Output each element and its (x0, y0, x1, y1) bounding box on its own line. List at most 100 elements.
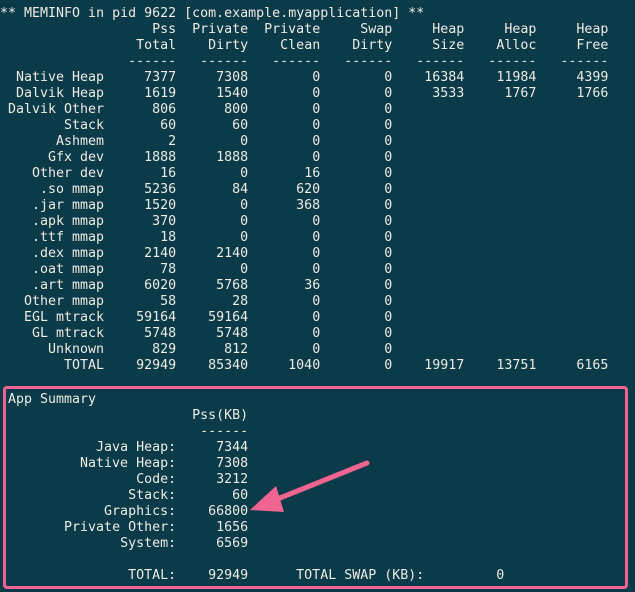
app-summary: App Summary Pss(KB) ------ Java Heap: 7344 N… (8, 392, 504, 584)
column-header: Alloc (496, 38, 537, 53)
summary-label: Private Other: (64, 520, 177, 535)
table-cell: 1888 (144, 150, 177, 165)
summary-value: 1656 (216, 520, 249, 535)
table-cell: 16 (304, 166, 321, 181)
table-cell: 0 (384, 246, 393, 261)
table-cell: 0 (312, 262, 321, 277)
row-label: Gfx dev (48, 150, 105, 165)
table-row: Ashmem 2 0 0 0 (0, 134, 608, 150)
separator: ------ (488, 54, 537, 69)
table-cell: 16 (160, 166, 177, 181)
table-cell: 806 (152, 102, 177, 117)
table-cell: 0 (312, 150, 321, 165)
table-cell: 0 (240, 262, 249, 277)
table-cell: 5748 (144, 326, 177, 341)
row-label: Native Heap (16, 70, 105, 85)
table-cell: 0 (240, 198, 249, 213)
table-cell: 0 (384, 102, 393, 117)
table-cell: 58 (160, 294, 177, 309)
table-row: EGL mtrack 59164 59164 0 0 (0, 310, 608, 326)
row-label: TOTAL (64, 358, 105, 373)
meminfo-table: Pss Private Private Swap Heap Heap Heap Total Di… (0, 22, 608, 374)
table-row: Dalvik Other 806 800 0 0 (0, 102, 608, 118)
summary-separator: ------ (8, 424, 504, 440)
column-header: Private (264, 22, 321, 37)
table-cell: 85340 (208, 358, 249, 373)
table-cell: 0 (240, 214, 249, 229)
table-row: .art mmap 6020 5768 36 0 (0, 278, 608, 294)
table-total-row: TOTAL 92949 85340 1040 0 19917 13751 6165 (0, 358, 608, 374)
table-cell: 0 (384, 134, 393, 149)
summary-label: Graphics: (104, 504, 177, 519)
table-cell: 0 (384, 342, 393, 357)
table-cell: 0 (312, 70, 321, 85)
table-cell: 36 (304, 278, 321, 293)
summary-label: Native Heap: (80, 456, 177, 471)
summary-row: Private Other: 1656 (8, 520, 504, 536)
table-cell: 60 (160, 118, 177, 133)
table-row: Native Heap 7377 7308 0 0 16384 11984 4399 (0, 70, 608, 86)
table-row: .oat mmap 78 0 0 0 (0, 262, 608, 278)
table-cell: 92949 (136, 358, 177, 373)
column-header: Swap (360, 22, 393, 37)
total-swap-value: 0 (496, 568, 505, 583)
table-cell: 368 (296, 198, 321, 213)
table-cell: 1540 (216, 86, 249, 101)
total-value: 92949 (208, 568, 249, 583)
table-row: .ttf mmap 18 0 0 0 (0, 230, 608, 246)
separator: ------ (344, 54, 393, 69)
row-label: EGL mtrack (24, 310, 105, 325)
table-cell: 1040 (288, 358, 321, 373)
table-cell: 1520 (144, 198, 177, 213)
table-cell: 0 (384, 166, 393, 181)
column-header: Clean (280, 38, 321, 53)
column-header: Private (192, 22, 249, 37)
table-cell: 812 (224, 342, 249, 357)
column-header: Dirty (208, 38, 249, 53)
summary-row: Native Heap: 7308 (8, 456, 504, 472)
total-label: TOTAL: (128, 568, 177, 583)
table-cell: 0 (384, 118, 393, 133)
table-row: Dalvik Heap 1619 1540 0 0 3533 1767 1766 (0, 86, 608, 102)
summary-row: Java Heap: 7344 (8, 440, 504, 456)
table-cell: 2 (168, 134, 177, 149)
row-label: Dalvik Other (7, 102, 105, 117)
table-separator: ------ ------ ------ ------ ------ ------ ----… (0, 54, 608, 70)
table-cell: 7377 (144, 70, 177, 85)
table-cell: 0 (384, 70, 393, 85)
column-header: Heap (576, 22, 609, 37)
table-cell: 370 (152, 214, 177, 229)
summary-value: 7344 (216, 440, 249, 455)
table-cell: 0 (312, 310, 321, 325)
table-row: Unknown 829 812 0 0 (0, 342, 608, 358)
row-label: .jar mmap (32, 198, 105, 213)
summary-total-row: TOTAL: 92949 TOTAL SWAP (KB): 0 (8, 568, 504, 584)
table-cell: 0 (312, 118, 321, 133)
row-label: Other dev (32, 166, 105, 181)
table-cell: 84 (232, 182, 249, 197)
summary-row: Graphics: 66800 (8, 504, 504, 520)
table-cell: 0 (384, 86, 393, 101)
table-row: GL mtrack 5748 5748 0 0 (0, 326, 608, 342)
table-cell: 0 (240, 134, 249, 149)
column-header: Size (432, 38, 465, 53)
summary-value: 7308 (216, 456, 249, 471)
row-label: Unknown (48, 342, 105, 357)
table-cell: 620 (296, 182, 321, 197)
separator: ------ (128, 54, 177, 69)
table-cell: 2140 (144, 246, 177, 261)
table-cell: 4399 (576, 70, 609, 85)
separator: ------ (200, 54, 249, 69)
row-label: .art mmap (32, 278, 105, 293)
table-cell: 0 (384, 230, 393, 245)
table-cell: 800 (224, 102, 249, 117)
table-cell: 0 (312, 134, 321, 149)
table-cell: 28 (232, 294, 249, 309)
table-row: Other dev 16 0 16 0 (0, 166, 608, 182)
summary-label: Code: (136, 472, 177, 487)
table-header: Total Dirty Clean Dirty Size Alloc Free (0, 38, 608, 54)
summary-label: Stack: (128, 488, 177, 503)
column-header: Free (576, 38, 609, 53)
table-row: .dex mmap 2140 2140 0 0 (0, 246, 608, 262)
summary-value: 6569 (216, 536, 249, 551)
